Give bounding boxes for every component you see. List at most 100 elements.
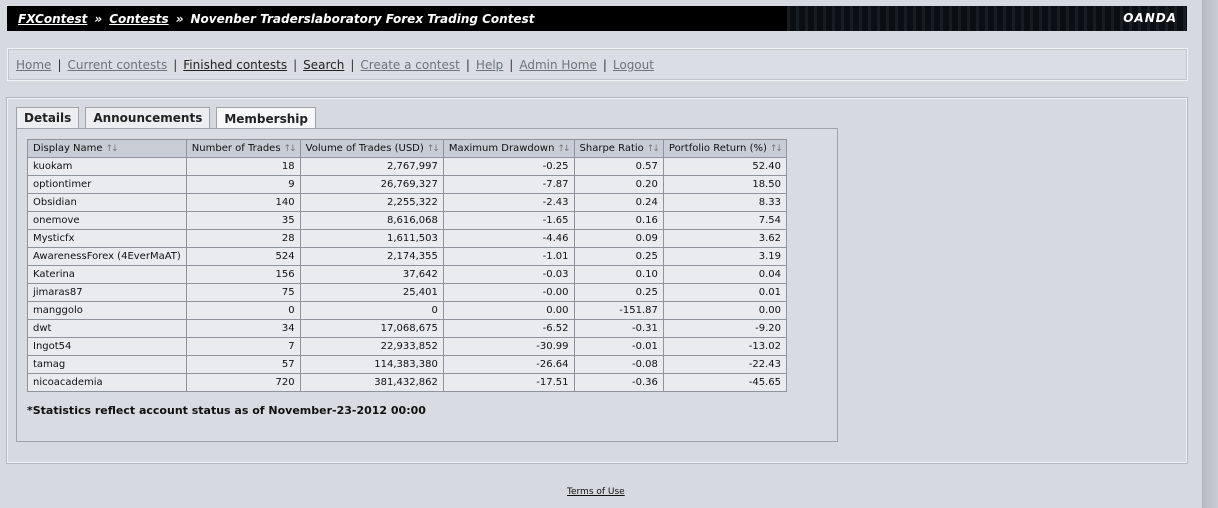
sort-arrows-icon[interactable]: ↑↓ [426,144,440,154]
nav-link-current-contests[interactable]: Current contests [67,57,168,72]
table-row: jimaras87 75 25,401 -0.00 0.25 0.01 [27,283,787,302]
table-cell: -13.02 [662,337,787,356]
window-edge [1203,0,1218,508]
table-cell: 57 [185,355,301,374]
table-cell: 25,401 [299,283,444,302]
table-cell: 0 [185,301,301,320]
table-row: optiontimer 9 26,769,327 -7.87 0.20 18.50 [27,175,787,194]
membership-table: Display Name ↑↓ Number of Trades ↑↓ Volume o… [27,139,787,392]
statistics-note: *Statistics reflect account status as of… [27,404,426,417]
table-cell: manggolo [27,301,187,320]
table-cell: 0 [299,301,444,320]
table-cell: Katerina [27,265,187,284]
table-cell: 0.16 [573,211,664,230]
tab-membership[interactable]: Membership [216,107,316,130]
sort-arrows-icon[interactable]: ↑↓ [646,144,660,154]
header-background-pattern [787,6,1187,31]
table-cell: AwarenessForex (4EverMaAT) [27,247,187,266]
column-header[interactable]: Portfolio Return (%) ↑↓ [662,139,787,158]
column-header-label: Portfolio Return (%) [668,143,767,154]
table-cell: 3.19 [662,247,787,266]
table-cell: tamag [27,355,187,374]
table-cell: 156 [185,265,301,284]
table-cell: -151.87 [573,301,664,320]
table-cell: 52.40 [662,157,787,176]
sort-arrows-icon[interactable]: ↑↓ [283,144,297,154]
nav-separator: | [350,57,355,72]
nav-link-admin-home[interactable]: Admin Home [519,57,597,72]
table-cell: 0.10 [573,265,664,284]
column-header[interactable]: Maximum Drawdown ↑↓ [442,139,575,158]
page-title: Novenber Traderslaboratory Forex Trading… [190,11,535,26]
table-row: nicoacademia 720 381,432,862 -17.51 -0.36 -45… [27,373,787,392]
table-row: dwt 34 17,068,675 -6.52 -0.31 -9.20 [27,319,787,338]
breadcrumb-contests[interactable]: Contests [109,11,169,26]
table-row: kuokam 18 2,767,997 -0.25 0.57 52.40 [27,157,787,176]
table-cell: 28 [185,229,301,248]
table-cell: Obsidian [27,193,187,212]
table-cell: optiontimer [27,175,187,194]
sort-arrows-icon[interactable]: ↑↓ [105,144,119,154]
table-cell: -0.00 [442,283,575,302]
nav-link-home[interactable]: Home [16,57,52,72]
nav-link-search[interactable]: Search [303,57,345,72]
table-row: Ingot54 7 22,933,852 -30.99 -0.01 -13.02 [27,337,787,356]
table-cell: -6.52 [442,319,575,338]
table-cell: 524 [185,247,301,266]
table-cell: -30.99 [442,337,575,356]
nav-link-finished-contests[interactable]: Finished contests [183,57,288,72]
table-cell: 22,933,852 [299,337,444,356]
column-header[interactable]: Volume of Trades (USD) ↑↓ [299,139,444,158]
table-cell: 7 [185,337,301,356]
table-cell: 1,611,503 [299,229,444,248]
table-cell: 3.62 [662,229,787,248]
table-row: Obsidian 140 2,255,322 -2.43 0.24 8.33 [27,193,787,212]
table-row: onemove 35 8,616,068 -1.65 0.16 7.54 [27,211,787,230]
sort-arrows-icon[interactable]: ↑↓ [557,144,570,154]
table-cell: -1.65 [442,211,575,230]
sort-arrows-icon[interactable]: ↑↓ [769,144,783,154]
table-cell: Ingot54 [27,337,187,356]
table-cell: 0.20 [573,175,664,194]
table-cell: 0.01 [662,283,787,302]
table-cell: -4.46 [442,229,575,248]
table-cell: -0.01 [573,337,664,356]
table-cell: 26,769,327 [299,175,444,194]
table-cell: 18 [185,157,301,176]
table-cell: 140 [185,193,301,212]
table-cell: 8.33 [662,193,787,212]
column-header[interactable]: Sharpe Ratio ↑↓ [573,139,664,158]
nav-link-logout[interactable]: Logout [612,57,654,72]
nav-link-create-a-contest[interactable]: Create a contest [360,57,460,72]
table-cell: 381,432,862 [299,373,444,392]
table-cell: 0.24 [573,193,664,212]
table-cell: kuokam [27,157,187,176]
tab-details[interactable]: Details [16,107,80,128]
nav-link-help[interactable]: Help [475,57,504,72]
table-cell: -26.64 [442,355,575,374]
column-header-label: Display Name [33,143,103,154]
column-header[interactable]: Number of Trades ↑↓ [185,139,301,158]
table-row: tamag 57 114,383,380 -26.64 -0.08 -22.43 [27,355,787,374]
column-header-label: Volume of Trades (USD) [305,143,424,154]
table-cell: 0.00 [442,301,575,320]
table-cell: 2,174,355 [299,247,444,266]
table-cell: 17,068,675 [299,319,444,338]
table-cell: 720 [185,373,301,392]
table-cell: nicoacademia [27,373,187,392]
tab-announcements[interactable]: Announcements [85,107,211,128]
column-header[interactable]: Display Name ↑↓ [27,139,187,158]
table-cell: 2,255,322 [299,193,444,212]
table-cell: 9 [185,175,301,194]
table-cell: jimaras87 [27,283,187,302]
terms-of-use-link[interactable]: Terms of Use [567,487,625,497]
table-cell: 114,383,380 [299,355,444,374]
table-cell: -1.01 [442,247,575,266]
breadcrumb-fxcontest[interactable]: FXContest [18,11,88,26]
table-cell: -0.08 [573,355,664,374]
table-cell: 0.25 [573,247,664,266]
table-cell: 35 [185,211,301,230]
nav-separator: | [602,57,607,72]
column-header-label: Number of Trades [191,143,281,154]
table-cell: 8,616,068 [299,211,444,230]
